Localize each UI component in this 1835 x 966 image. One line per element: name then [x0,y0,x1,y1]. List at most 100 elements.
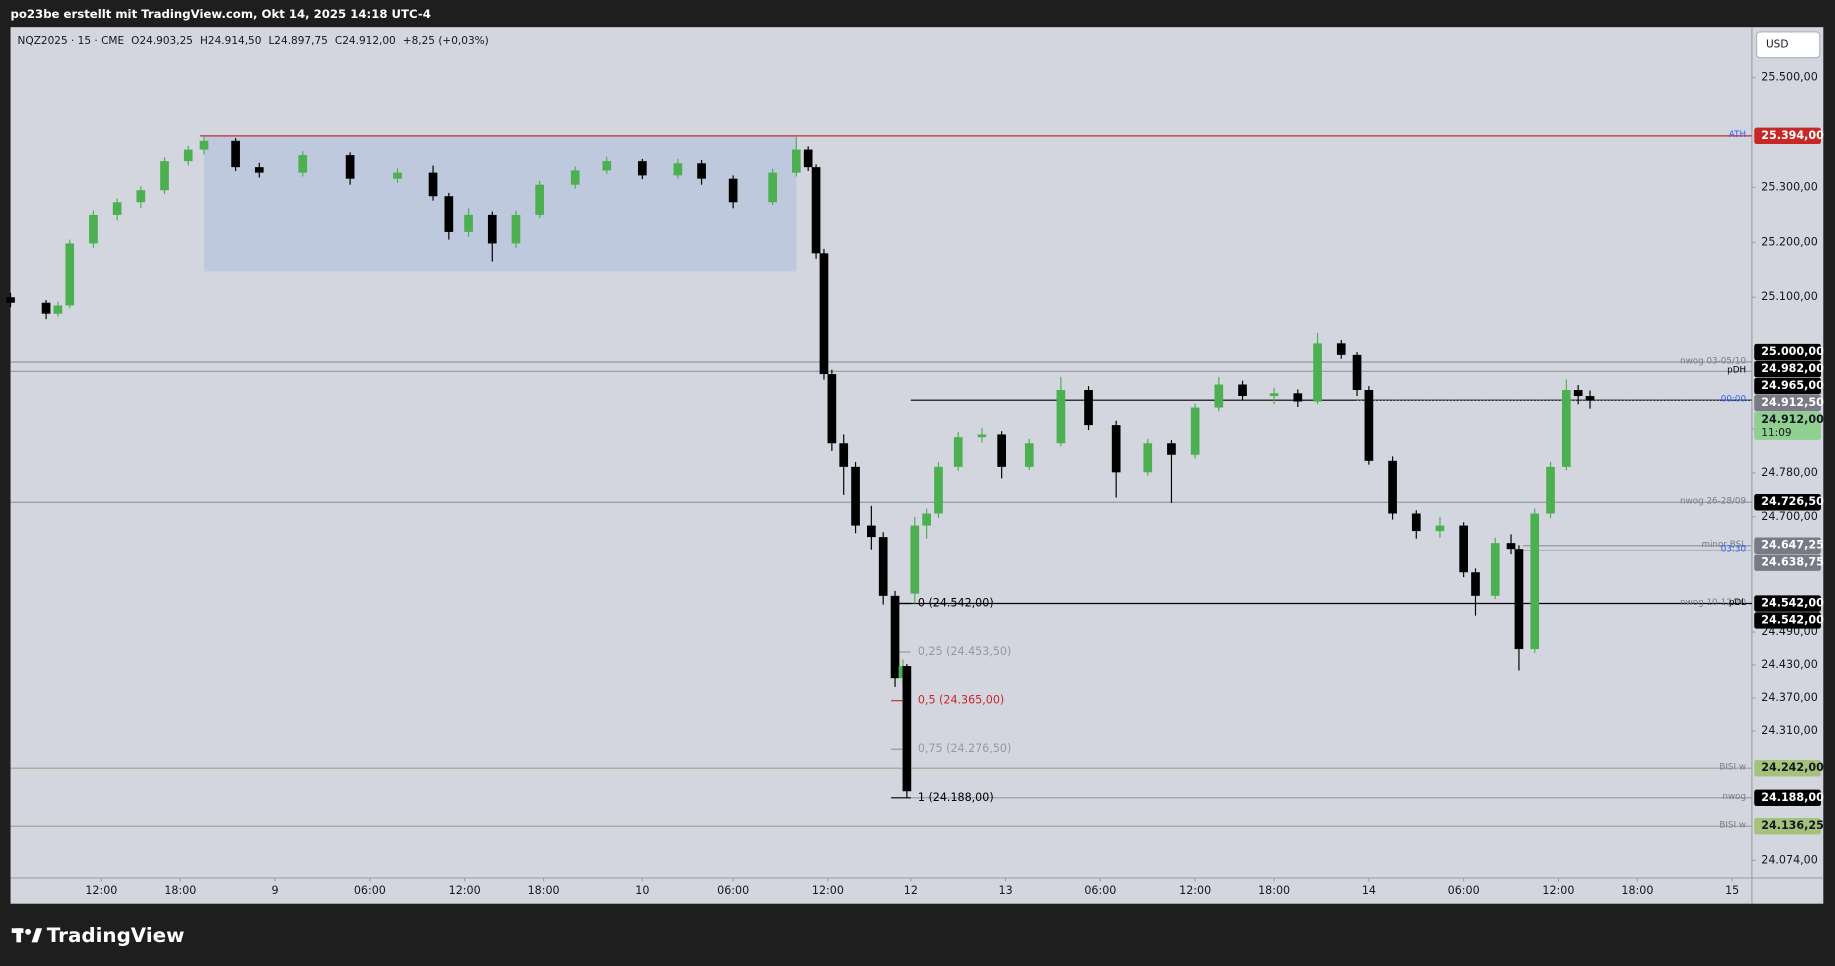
candle-body [867,525,876,538]
y-tick-label: 24.780,00 [1761,466,1818,479]
level-name: 03:30 [1721,545,1746,555]
x-tick-label: 13 [999,884,1013,897]
candle-body [851,466,860,526]
candle-body [160,161,169,191]
price-tag [1754,127,1821,145]
x-tick-label: 18:00 [528,884,560,897]
legend-low: L24.897,75 [268,35,327,47]
candle-body [254,167,264,173]
price-tag-label: 24.965,00 [1761,379,1824,392]
price-tag-label: 24.136,25 [1761,819,1824,832]
price-tag [1754,759,1821,777]
price-tag-label: 24.982,00 [1761,362,1824,375]
candle-body [183,149,193,162]
candle-body [1435,525,1445,532]
candle-body [1024,443,1034,467]
level-name: nwog 10-12/10 [1680,598,1746,608]
candle-body [1459,525,1468,573]
price-tag [1754,494,1821,511]
y-tick-label: 24.074,00 [1761,853,1818,866]
x-tick-label: 14 [1362,884,1376,897]
legend-open: O24.903,25 [131,35,193,47]
candle-body [977,434,987,438]
price-tag-label: 25.000,00 [1761,345,1824,358]
candle-body [728,178,738,203]
candle-body [890,595,900,679]
y-tick-label: 25.200,00 [1761,235,1818,248]
candle-body [811,167,821,254]
x-tick-label: 10 [635,884,649,897]
candle-body [1573,389,1583,397]
candle-body [1546,466,1555,514]
candle-body [878,537,888,596]
candle-body [1506,543,1516,550]
candle-body [791,149,801,173]
x-tick-label: 18:00 [164,884,196,897]
price-tag [1754,818,1821,835]
candle-body [41,302,51,314]
price-tag [1754,360,1821,378]
level-name: nwog 03-05/10 [1680,356,1746,366]
candle-body [1238,384,1247,397]
price-tag [1754,411,1821,440]
price-tag-label: 24.638,75 [1761,556,1824,569]
candle-body [570,170,580,185]
y-tick-label: 24.430,00 [1761,658,1818,671]
plot: 25.500,0025.300,0025.200,0025.100,0024.8… [6,71,1824,897]
candle-body [819,253,829,375]
legend-high: H24.914,50 [200,35,261,47]
level-name: nwog [1722,792,1746,802]
x-tick-label: 06:00 [1448,884,1480,897]
price-tag [1754,377,1821,395]
candle-body [1084,389,1093,426]
candle-body [902,666,912,792]
price-tag-label: 24.242,00 [1761,761,1824,774]
x-tick-label: 18:00 [1621,884,1653,897]
candle-body [1530,513,1540,650]
candle-body [89,214,98,244]
candle-body [697,163,706,179]
level-name: pDL [1729,598,1746,608]
candle-body [637,161,647,176]
logo-stem [16,928,22,943]
price-tag [1754,537,1821,554]
candle-body [298,155,308,173]
legend: NQZ2025 · 15 · CME O24.903,25 H24.914,50 L2… [18,35,489,47]
fib-label: 0,75 (24.276,50) [918,742,1011,755]
candle-body [112,202,122,215]
header-title: po23be erstellt mit TradingView.com, Okt… [11,7,431,21]
level-name: nwog 26-28/09 [1680,497,1746,507]
currency[interactable]: USD [1766,39,1788,51]
price-tag-label: 24.726,50 [1761,495,1824,508]
price-tag [1754,612,1821,629]
candle-body [1514,549,1524,650]
candle-body [1269,393,1279,397]
candle-body [345,155,355,179]
candle-body [1143,443,1153,473]
logo-slash [31,928,43,943]
price-tag-label: 24.647,25 [1761,539,1824,552]
level-name: BISI w [1719,821,1746,831]
legend-close: C24.912,00 [335,35,396,47]
fib-label: 0,5 (24.365,00) [918,694,1004,707]
legend-change: +8,25 (+0,03%) [403,35,489,47]
legend-symbol: NQZ2025 · 15 · CME [18,35,125,47]
candle-body [1214,384,1224,408]
candle-body [487,214,497,244]
candle-body [65,243,75,306]
y-tick-label: 24.310,00 [1761,724,1818,737]
candle-body [199,140,209,150]
candle-body [1293,393,1303,402]
candle-body [511,214,521,244]
candle-body [1167,443,1176,455]
candle-body [393,172,402,179]
currency-button[interactable] [1756,31,1821,59]
price-tag-label: 24.912,00 [1761,413,1824,426]
candle-body [1411,513,1421,532]
level-name: 00:00 [1721,395,1746,405]
candle-body [1490,543,1500,596]
x-tick-label: 12:00 [1542,884,1574,897]
candle-body [673,163,683,176]
price-tag [1754,595,1821,612]
